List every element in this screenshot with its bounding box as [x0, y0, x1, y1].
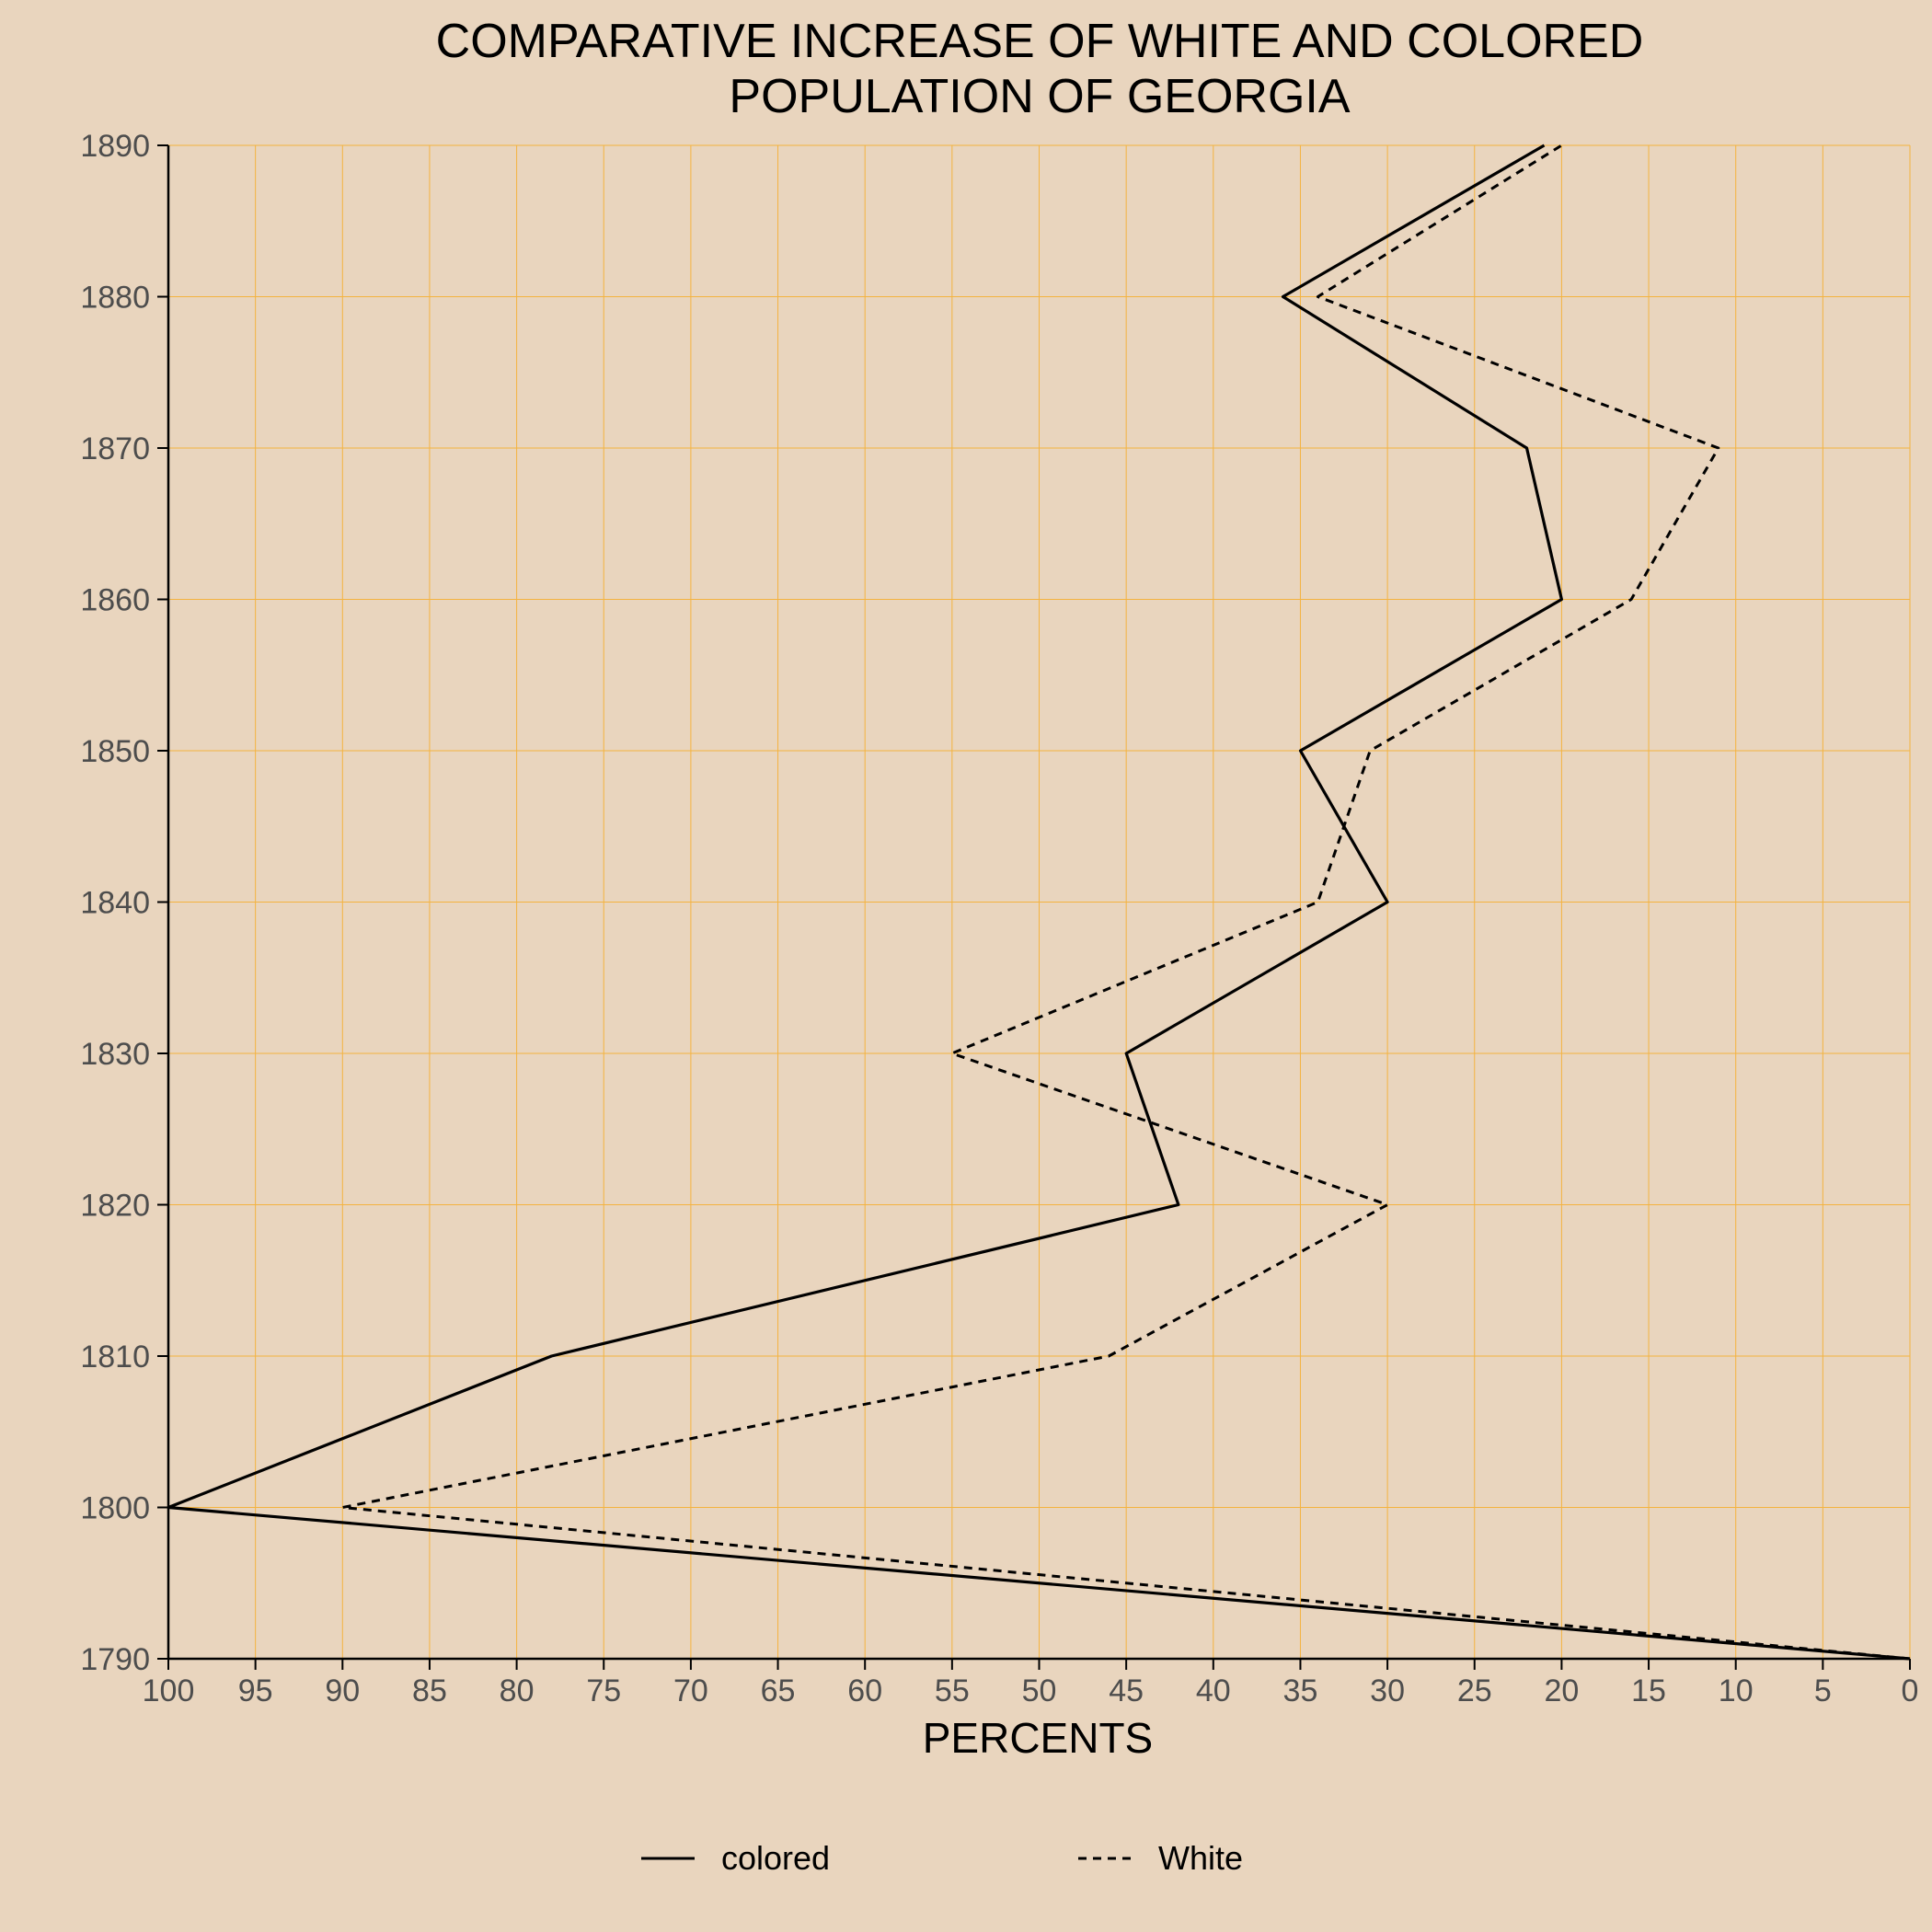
x-tick-label: 15	[1631, 1673, 1666, 1708]
y-tick-label: 1830	[80, 1037, 150, 1072]
y-tick-label: 1880	[80, 281, 150, 316]
x-tick-label: 80	[500, 1673, 535, 1708]
legend: colored White	[641, 1839, 1243, 1877]
x-tick-label: 100	[143, 1673, 195, 1708]
x-axis-title: PERCENTS	[923, 1714, 1153, 1762]
x-tick-label: 50	[1022, 1673, 1057, 1708]
legend-label-white: White	[1158, 1839, 1243, 1877]
x-tick-label: 60	[847, 1673, 882, 1708]
x-tick-label: 25	[1457, 1673, 1492, 1708]
axes: 100 95 90 85 80 75 70 65 60 55 50 45 40 35 30 25 20 15 10 5…	[80, 129, 1918, 1708]
chart-title-line-2: POPULATION OF GEORGIA	[729, 70, 1350, 123]
y-tick-label: 1810	[80, 1340, 150, 1374]
y-tick-label: 1800	[80, 1491, 150, 1526]
y-tick-label: 1850	[80, 734, 150, 769]
x-tick-label: 55	[935, 1673, 970, 1708]
y-tick-label: 1820	[80, 1189, 150, 1224]
x-tick-label: 75	[586, 1673, 621, 1708]
series-line-white	[340, 144, 1911, 1661]
x-tick-label: 70	[673, 1673, 708, 1708]
x-tick-label: 45	[1109, 1673, 1144, 1708]
y-tick-label: 1890	[80, 129, 150, 164]
x-tick-label: 65	[761, 1673, 796, 1708]
x-tick-label: 20	[1544, 1673, 1579, 1708]
legend-label-colored: colored	[721, 1839, 830, 1877]
chart-title-line-1: COMPARATIVE INCREASE OF WHITE AND COLORE…	[436, 15, 1644, 68]
x-tick-label: 85	[412, 1673, 447, 1708]
y-tick-label: 1790	[80, 1642, 150, 1677]
x-tick-label: 5	[1814, 1673, 1832, 1708]
y-tick-label: 1870	[80, 431, 150, 466]
y-tick-label: 1860	[80, 583, 150, 618]
x-tick-label: 40	[1196, 1673, 1231, 1708]
x-tick-label: 90	[325, 1673, 360, 1708]
x-tick-label: 10	[1719, 1673, 1754, 1708]
series-lines	[167, 144, 1911, 1661]
x-tick-label: 35	[1283, 1673, 1318, 1708]
grid	[167, 144, 1911, 1660]
x-tick-label: 95	[238, 1673, 273, 1708]
series-line-colored	[167, 144, 1911, 1661]
x-tick-label: 30	[1370, 1673, 1405, 1708]
x-tick-label: 0	[1902, 1673, 1919, 1708]
y-tick-label: 1840	[80, 886, 150, 921]
